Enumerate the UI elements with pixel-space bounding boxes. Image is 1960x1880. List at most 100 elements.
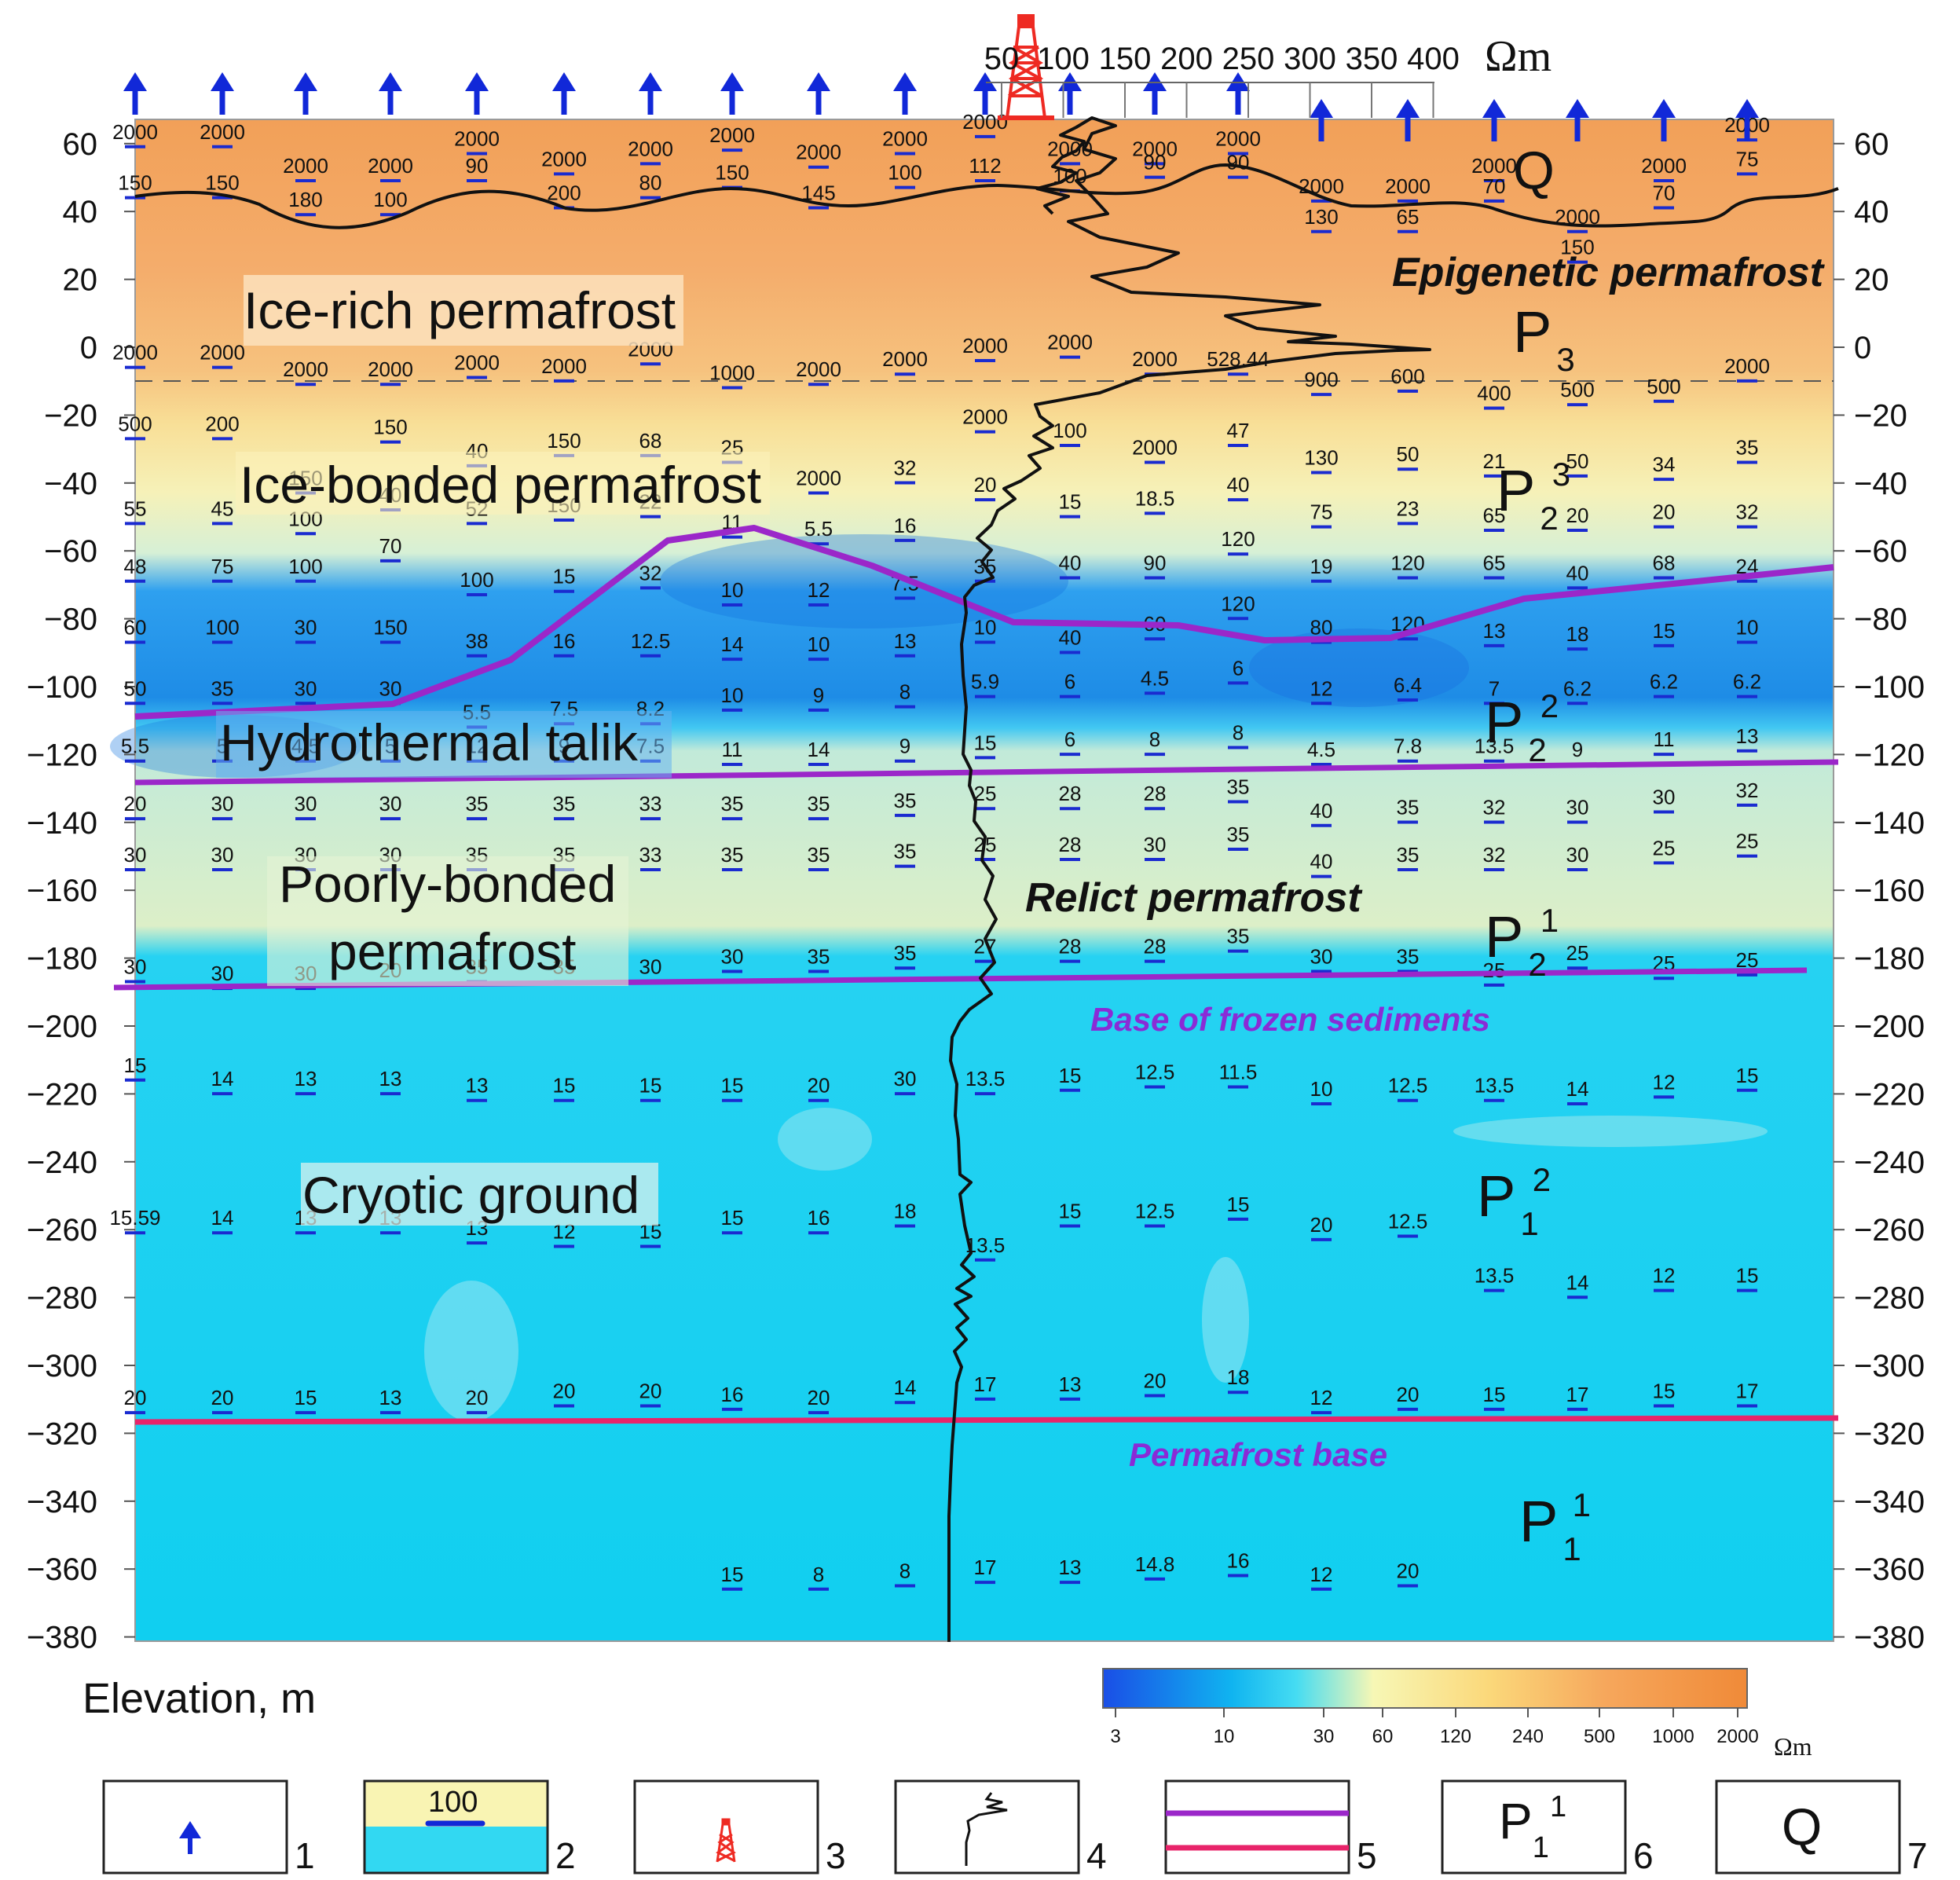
legend-item-1: 1 — [102, 1779, 315, 1876]
sounding-value: 12.5 — [1388, 1210, 1428, 1233]
sounding-value: 2000 — [628, 137, 673, 160]
label-poorly-bonded-1: Poorly-bonded — [279, 855, 616, 913]
sounding-value: 30 — [295, 676, 317, 700]
colorbar-label: 240 — [1512, 1726, 1544, 1747]
sounding-value: 100 — [205, 616, 239, 639]
sounding-value: 8 — [1233, 720, 1244, 744]
sounding-value: 2000 — [200, 341, 245, 365]
sounding-value: 5.9 — [971, 670, 999, 694]
legend-resistivity-value: 100 — [428, 1786, 478, 1819]
sounding-value: 2000 — [1641, 154, 1687, 178]
sounding-value: 2000 — [962, 334, 1008, 357]
sounding-value: 11 — [1654, 727, 1675, 751]
sounding-value: 13 — [466, 1074, 489, 1098]
sounding-value: 38 — [466, 629, 489, 653]
sounding-value: 6.2 — [1650, 670, 1678, 694]
sounding-value: 15 — [1059, 490, 1082, 514]
sounding-value: 10 — [721, 578, 744, 602]
sounding-value: 25 — [1736, 948, 1759, 972]
sounding-value: 13 — [379, 1067, 402, 1090]
y-tick-label-left: −280 — [27, 1281, 97, 1316]
sounding-value: 13 — [1059, 1372, 1082, 1396]
sounding-value: 2000 — [1132, 436, 1178, 460]
sounding-value: 150 — [118, 171, 152, 195]
sounding-value: 7.8 — [1394, 735, 1422, 758]
y-tick-label-right: −120 — [1854, 738, 1925, 772]
sounding-value: 35 — [1227, 775, 1250, 799]
sounding-value: 150 — [715, 161, 749, 185]
sounding-value: 15 — [1059, 1064, 1082, 1087]
label-hydrothermal-talik: Hydrothermal talik — [220, 713, 639, 771]
sounding-value: 28 — [1059, 833, 1082, 856]
sounding-value: 14 — [721, 632, 744, 656]
talik-base-boundary — [134, 759, 1839, 786]
y-tick-label-right: −140 — [1854, 806, 1925, 841]
sounding-value: 30 — [379, 792, 402, 815]
sounding-value: 23 — [1397, 497, 1420, 520]
sounding-station-arrow — [720, 72, 744, 115]
sounding-station-arrow — [1310, 99, 1333, 141]
sounding-value: 20 — [124, 1386, 147, 1409]
legend-arrow-icon — [179, 1821, 201, 1854]
sounding-value: 25 — [1566, 941, 1589, 965]
sounding-value: 16 — [808, 1206, 830, 1230]
sounding-station-arrow — [211, 72, 234, 115]
legend-number-6: 6 — [1633, 1835, 1654, 1876]
log-scale-label: 100 — [1037, 42, 1090, 76]
sounding-value: 13 — [1483, 619, 1506, 643]
sounding-value: 500 — [1560, 378, 1594, 401]
sounding-value: 2000 — [200, 120, 245, 144]
sounding-value: 28 — [1059, 782, 1082, 805]
sounding-value: 80 — [1310, 616, 1333, 639]
sounding-value: 500 — [118, 412, 152, 435]
sounding-station-arrow — [639, 72, 662, 115]
sounding-value: 28 — [1059, 935, 1082, 958]
y-tick-label-left: −200 — [27, 1010, 97, 1044]
log-scale-label: 300 — [1284, 42, 1336, 76]
y-tick-label-right: −240 — [1854, 1145, 1925, 1180]
sounding-value: 150 — [373, 616, 407, 639]
y-tick-label-left: −120 — [27, 738, 97, 772]
sounding-value: 12 — [1310, 676, 1333, 700]
y-tick-label-right: −380 — [1854, 1621, 1925, 1655]
sounding-value: 2000 — [1299, 174, 1344, 198]
sounding-value: 70 — [1653, 181, 1676, 205]
sounding-value: 33 — [639, 792, 662, 815]
sounding-value: 6 — [1233, 656, 1244, 680]
sounding-value: 70 — [1483, 174, 1506, 198]
sounding-value: 2000 — [541, 354, 587, 378]
sounding-value: 150 — [205, 171, 239, 195]
sounding-value: 30 — [211, 843, 234, 867]
sounding-value: 65 — [1397, 205, 1420, 229]
sounding-value: 20 — [974, 473, 997, 497]
legend-number-3: 3 — [826, 1835, 846, 1876]
sounding-value: 25 — [1653, 836, 1676, 859]
y-tick-label-left: −380 — [27, 1621, 97, 1655]
sounding-value: 10 — [808, 632, 830, 656]
sounding-value: 45 — [211, 497, 234, 520]
colorbar: 3 10 30 60 120 240 500 1000 2000 Ωm — [1102, 1668, 1812, 1761]
sounding-value: 65 — [1483, 551, 1506, 574]
sounding-value: 35 — [1397, 795, 1420, 819]
sounding-value: 30 — [211, 792, 234, 815]
sounding-value: 2000 — [1724, 354, 1770, 378]
sounding-value: 12 — [1310, 1386, 1333, 1409]
sounding-station-arrow — [1566, 99, 1589, 141]
y-tick-label-left: −220 — [27, 1077, 97, 1112]
sounding-value: 12 — [808, 578, 830, 602]
sounding-value: 75 — [211, 555, 234, 578]
sounding-value: 5.5 — [121, 735, 149, 758]
y-tick-label-right: −280 — [1854, 1281, 1925, 1316]
sounding-value: 20 — [1566, 504, 1589, 527]
sounding-value: 30 — [295, 616, 317, 639]
sounding-value: 11.5 — [1219, 1060, 1258, 1083]
sounding-value: 35 — [1227, 823, 1250, 846]
label-epigenetic-permafrost: Epigenetic permafrost — [1392, 250, 1826, 295]
sounding-value: 35 — [808, 843, 830, 867]
sounding-value: 21 — [1483, 449, 1506, 473]
colorbar-label: 60 — [1372, 1726, 1394, 1747]
sounding-value: 20 — [211, 1386, 234, 1409]
sounding-value: 12.5 — [1135, 1060, 1175, 1083]
sounding-value: 16 — [1227, 1549, 1250, 1573]
sounding-value: 2000 — [368, 357, 413, 381]
